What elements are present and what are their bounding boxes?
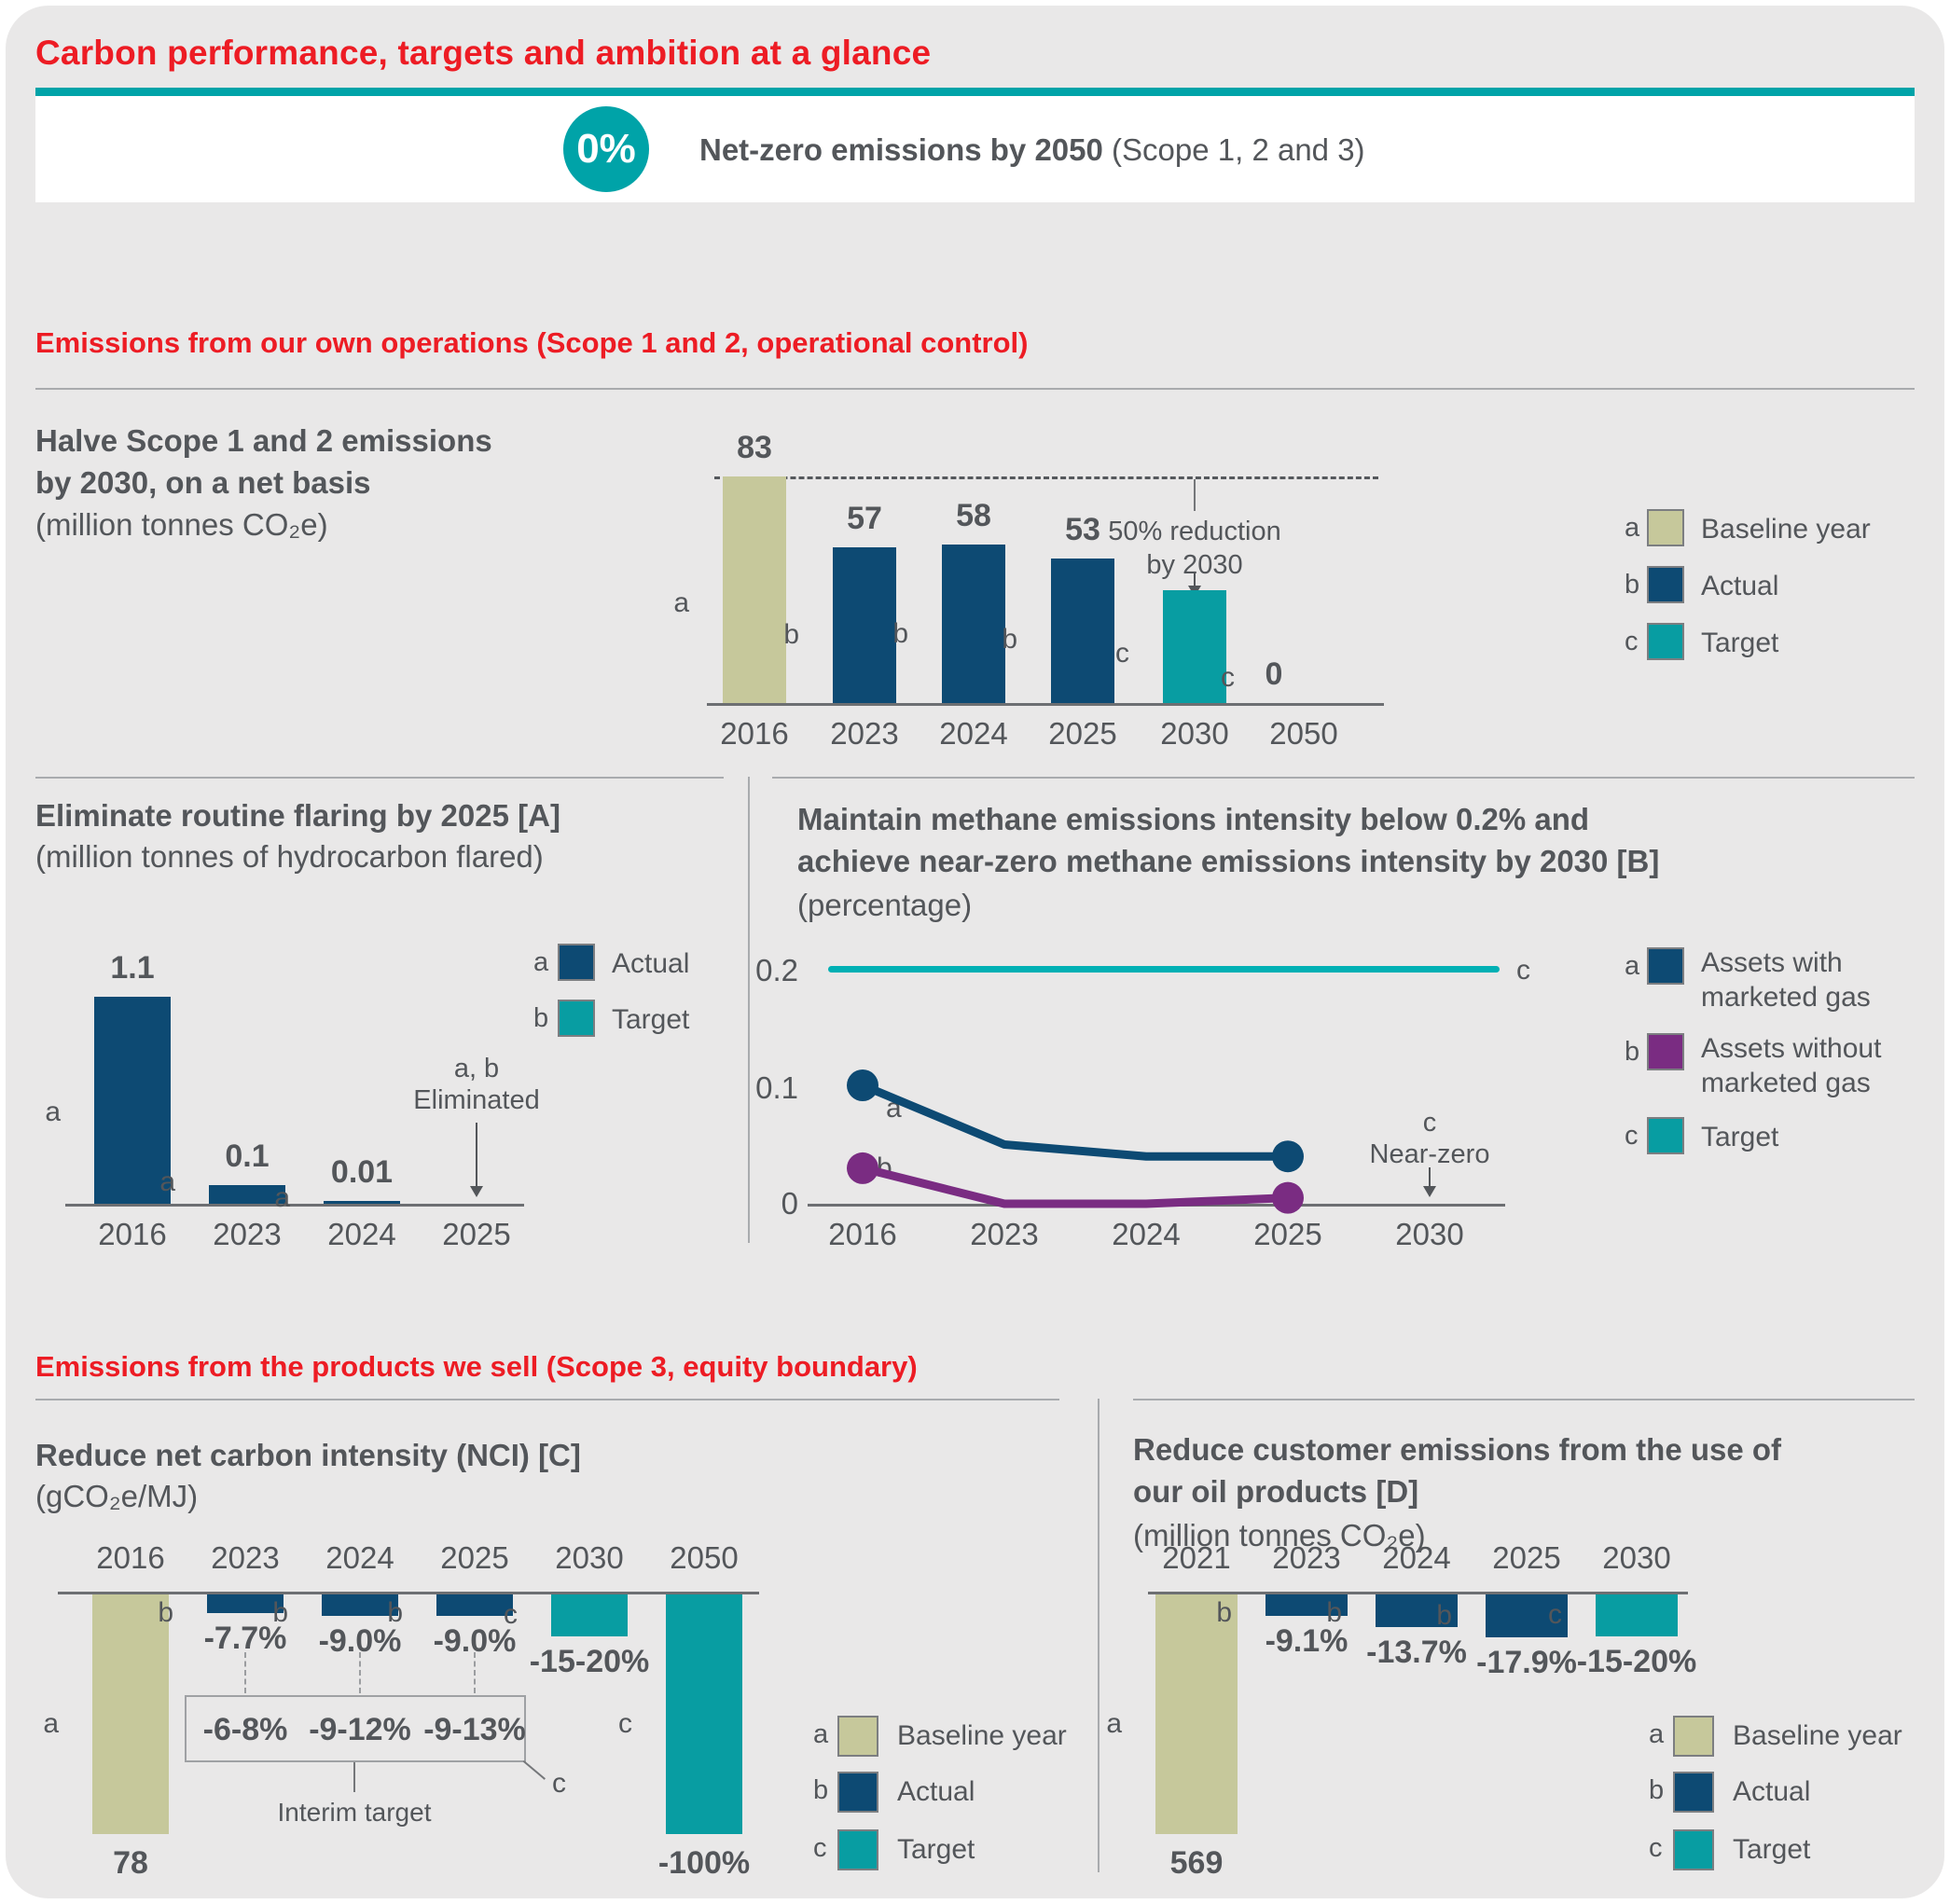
page-background	[6, 6, 1944, 1898]
eliminated-arrow-down-icon	[470, 1123, 483, 1197]
reduction-annotation-line1: 50% reduction	[1108, 517, 1281, 546]
chart-nci-title: Reduce net carbon intensity (NCI) [C]	[35, 1438, 581, 1472]
annotation-connector	[1194, 479, 1196, 511]
net-zero-badge: 0%	[563, 106, 649, 192]
interim-connector-2024	[359, 1652, 361, 1693]
interim-connector-2025	[474, 1652, 476, 1693]
reduction-arrow-down-icon	[1188, 573, 1201, 597]
interim-value-2025: -9-13%	[423, 1712, 526, 1747]
chart-scope12-title: Halve Scope 1 and 2 emissions by 2030, o…	[35, 423, 492, 500]
net-zero-banner	[35, 96, 1915, 202]
interim-target-box	[185, 1695, 526, 1762]
chart-oil-subtitle: (million tonnes CO₂e)	[1133, 1518, 1426, 1552]
chart-methane-subtitle: (percentage)	[797, 888, 973, 922]
interim-caption: Interim target	[277, 1798, 432, 1827]
interim-caption-connector	[353, 1762, 355, 1792]
near-zero-arrow-down-icon	[1423, 1167, 1436, 1197]
ytick-0-1: 0.1	[755, 1070, 798, 1105]
target-line-0-2	[828, 966, 1500, 973]
row2-vertical-divider	[748, 777, 750, 1243]
chart-methane-title: Maintain methane emissions intensity bel…	[797, 802, 1660, 878]
series-b-key: b	[877, 1152, 892, 1183]
row2-divider-left	[35, 777, 724, 779]
chart-oil-title: Reduce customer emissions from the use o…	[1133, 1432, 1782, 1509]
section1-heading: Emissions from our own operations (Scope…	[35, 326, 1029, 359]
teal-rule	[35, 88, 1915, 96]
chart-flaring-subtitle: (million tonnes of hydrocarbon flared)	[35, 839, 544, 874]
row2-divider-right	[772, 777, 1915, 779]
section2-heading: Emissions from the products we sell (Sco…	[35, 1350, 918, 1383]
ytick-0-2: 0.2	[755, 953, 798, 987]
net-zero-headline-bold: Net-zero emissions by 2050	[699, 132, 1103, 167]
near-zero-label: Near-zero	[1369, 1139, 1490, 1169]
eliminated-annotation-line1: a, b	[453, 1054, 500, 1083]
chart-flaring-title: Eliminate routine flaring by 2025 [A]	[35, 798, 560, 833]
row3-divider-right	[1133, 1399, 1915, 1400]
ytick-0: 0	[781, 1186, 798, 1221]
section1-divider	[35, 388, 1915, 390]
target-line-key: c	[1516, 955, 1530, 986]
row3-divider-left	[35, 1399, 1059, 1400]
near-zero-key: c	[1422, 1108, 1437, 1138]
interim-value-2024: -9-12%	[309, 1712, 411, 1747]
page-title: Carbon performance, targets and ambition…	[35, 34, 932, 72]
interim-connector-2023	[244, 1652, 246, 1693]
interim-key: c	[552, 1768, 566, 1799]
net-zero-headline: Net-zero emissions by 2050 (Scope 1, 2 a…	[699, 132, 1365, 168]
chart-nci-subtitle: (gCO₂e/MJ)	[35, 1479, 199, 1513]
chart-scope12-subtitle: (million tonnes CO₂e)	[35, 507, 328, 542]
baseline-dashed-line	[714, 476, 1378, 479]
interim-value-2023: -6-8%	[202, 1712, 288, 1747]
series-a-key: a	[886, 1093, 902, 1124]
net-zero-headline-rest: (Scope 1, 2 and 3)	[1102, 132, 1365, 167]
eliminated-annotation-line2: Eliminated	[413, 1085, 540, 1115]
row3-vertical-divider	[1098, 1399, 1099, 1872]
